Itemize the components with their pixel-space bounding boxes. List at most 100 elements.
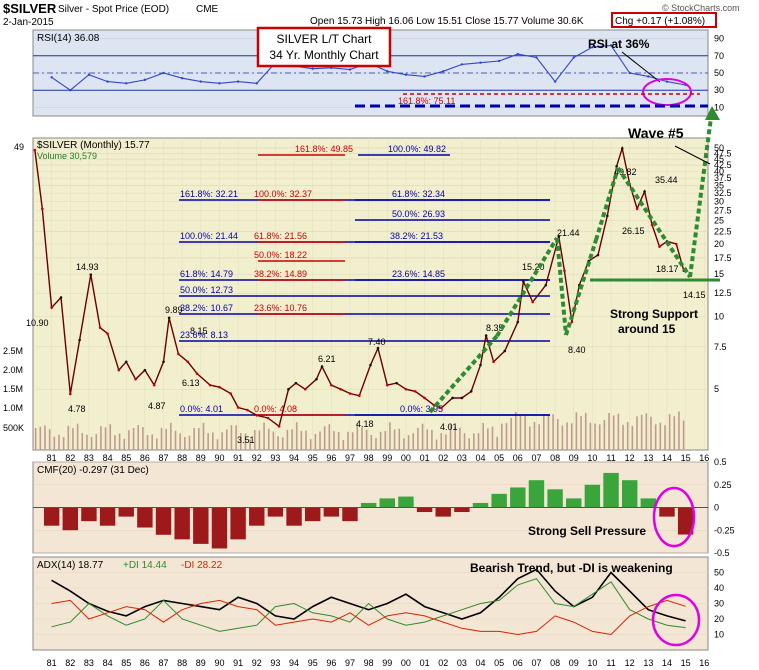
volume-bar — [468, 438, 470, 450]
price-point — [162, 360, 165, 364]
cmf-bar — [584, 484, 601, 508]
volume-bar — [659, 422, 662, 450]
cmf-bar — [659, 507, 675, 517]
x-tick-label: 16 — [699, 453, 709, 463]
volume-tick-label: 2.5M — [3, 346, 23, 356]
volume-bar — [650, 416, 652, 450]
volume-bar — [417, 427, 419, 450]
price-tick-label: 37.5 — [714, 173, 732, 183]
x-tick-label: 81 — [47, 453, 57, 463]
x-tick-label: 07 — [531, 453, 541, 463]
rsi-point — [497, 59, 501, 63]
title-annotation-line1: SILVER L/T Chart — [277, 32, 373, 46]
cmf-bar — [398, 496, 414, 508]
volume-bar — [510, 417, 512, 450]
volume-bar — [561, 425, 564, 450]
price-point — [620, 147, 624, 150]
volume-bar — [58, 434, 60, 450]
price-point — [303, 387, 307, 391]
adx-note: Bearish Trend, but -DI is weakening — [470, 561, 673, 575]
volume-bar — [552, 414, 554, 450]
volume-bar — [636, 416, 638, 450]
volume-bar — [235, 425, 237, 450]
volume-bar — [435, 439, 438, 450]
price-point — [246, 408, 249, 412]
x-tick-label-bottom: 83 — [84, 658, 94, 668]
x-tick-label: 94 — [289, 453, 299, 463]
volume-bar — [482, 422, 484, 450]
cmf-bar — [174, 507, 190, 540]
volume-bar — [622, 424, 624, 450]
x-tick-label-bottom: 14 — [662, 658, 672, 668]
fib-label: 61.8%: 21.56 — [254, 231, 307, 241]
price-point — [479, 363, 482, 367]
volume-bar — [347, 431, 349, 450]
volume-bar — [253, 429, 256, 450]
rsi-point — [348, 68, 352, 71]
cmf-bar — [304, 507, 321, 522]
volume-bar — [449, 424, 452, 450]
volume-bar — [515, 411, 517, 450]
pivot-label: 49.82 — [614, 167, 637, 177]
volume-bar — [370, 435, 373, 450]
volume-bar — [584, 412, 587, 450]
volume-bar — [72, 428, 74, 450]
x-tick-label: 06 — [513, 453, 523, 463]
price-point — [50, 306, 53, 309]
fib-label: 23.6%: 14.85 — [392, 269, 445, 279]
volume-bar — [53, 436, 56, 450]
wave-segment — [428, 334, 499, 414]
price-point — [369, 363, 372, 367]
x-tick-label: 00 — [401, 453, 411, 463]
x-tick-label-bottom: 99 — [382, 658, 392, 668]
volume-bar — [309, 439, 312, 450]
fib-label: 0.0%: 3.95 — [400, 404, 443, 414]
price-line — [34, 145, 687, 428]
volume-bar — [319, 431, 321, 450]
fib-label: 38.2%: 10.67 — [180, 303, 233, 313]
wave-segment — [594, 167, 620, 241]
cmf-bar — [155, 507, 172, 535]
volume-bar — [174, 430, 177, 450]
price-point — [395, 381, 398, 385]
price-tick-label: 12.5 — [714, 288, 732, 298]
rsi-note: RSI at 36% — [588, 37, 650, 51]
price-tick-label: 10 — [714, 312, 724, 322]
volume-bar — [48, 429, 51, 450]
rsi-tick-label: 10 — [714, 102, 724, 112]
pivot-label: 4.87 — [148, 401, 166, 411]
x-tick-label-bottom: 16 — [699, 658, 709, 668]
price-tick-label: 35 — [714, 180, 724, 190]
price-point — [294, 381, 298, 385]
rsi-point — [572, 56, 575, 59]
fib-label: 161.8%: 49.85 — [295, 144, 353, 154]
pivot-label: 4.78 — [68, 404, 86, 414]
price-point — [358, 394, 361, 398]
volume-bar — [95, 433, 98, 450]
adx-tick-label: 20 — [714, 614, 724, 624]
volume-bar — [230, 425, 233, 450]
volume-bar — [533, 421, 536, 450]
volume-bar — [640, 414, 643, 450]
price-tick-label: 7.5 — [714, 342, 727, 352]
price-point — [277, 425, 281, 428]
price-point — [339, 387, 342, 391]
rsi-point — [442, 70, 445, 73]
x-tick-label: 95 — [308, 453, 318, 463]
x-tick-label-bottom: 04 — [476, 658, 486, 668]
cmf-bar — [379, 498, 395, 508]
price-tick-label: 15 — [714, 269, 724, 279]
volume-bar — [365, 429, 368, 450]
x-tick-label-bottom: 91 — [233, 658, 243, 668]
price-point — [218, 385, 221, 389]
rsi-point — [386, 70, 389, 73]
price-point — [451, 396, 454, 400]
fib-label: 38.2%: 14.89 — [254, 269, 307, 279]
volume-bar — [580, 415, 582, 450]
price-tick-label: 47.5 — [714, 148, 732, 158]
volume-bar — [473, 433, 475, 450]
volume-bar — [631, 425, 634, 450]
x-tick-label: 90 — [214, 453, 224, 463]
pivot-label: 18.17 — [656, 264, 679, 274]
wave-note-pointer — [674, 145, 711, 165]
